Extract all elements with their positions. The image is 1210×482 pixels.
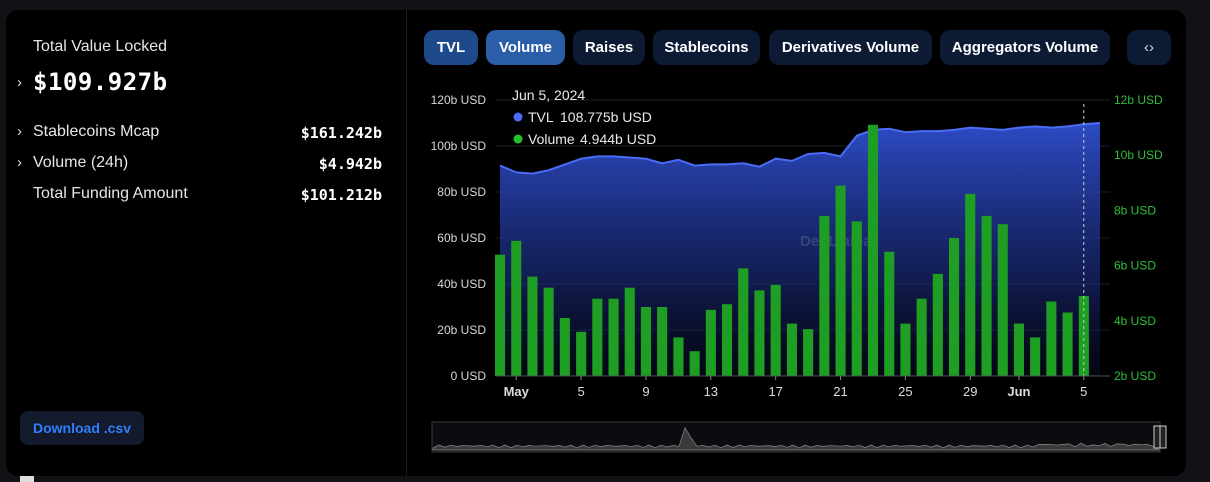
x-tick-label: 5 — [1080, 384, 1087, 399]
x-tick-label: 9 — [642, 384, 649, 399]
volume-bar — [981, 215, 992, 376]
volume-bar — [738, 268, 749, 376]
volume-bar — [900, 323, 911, 376]
tab-volume[interactable]: Volume — [486, 30, 565, 65]
chevron-right-icon[interactable]: › — [17, 154, 22, 171]
tvl-label: Total Value Locked — [33, 38, 168, 55]
tooltip-series-name: Volume — [528, 131, 575, 147]
volume-bar — [640, 307, 651, 376]
x-tick-label: May — [504, 384, 530, 399]
download-csv-button[interactable]: Download .csv — [20, 411, 144, 445]
volume-bar — [624, 287, 635, 376]
right-axis-tick-label: 8b USD — [1114, 203, 1156, 217]
left-axis-tick-label: 80b USD — [437, 185, 486, 199]
volume-bar — [770, 284, 781, 376]
x-tick-label: 13 — [704, 384, 718, 399]
volume-bar — [559, 318, 570, 376]
volume-bar — [932, 273, 943, 376]
right-axis-tick-label: 6b USD — [1114, 259, 1156, 273]
volume-bar — [867, 124, 878, 376]
volume-bar — [803, 329, 814, 376]
left-axis-tick-label: 60b USD — [437, 231, 486, 245]
volume-bar — [819, 215, 830, 376]
volume-bar — [1030, 337, 1041, 376]
volume-bar — [997, 224, 1008, 376]
volume-24h-label[interactable]: Volume (24h) — [33, 154, 129, 171]
right-axis-tick-label: 10b USD — [1114, 148, 1163, 162]
tooltip-legend-dot — [513, 134, 523, 144]
right-axis-tick-label: 4b USD — [1114, 314, 1156, 328]
volume-bar — [754, 290, 765, 376]
volume-bar — [786, 323, 797, 376]
code-icon[interactable]: ‹› — [1127, 30, 1171, 65]
left-axis-tick-label: 120b USD — [431, 93, 487, 107]
volume-bar — [495, 254, 506, 376]
volume-bar — [1062, 312, 1073, 376]
volume-bar — [527, 276, 538, 376]
summary-panel: Total Value Locked › $109.927b › Stablec… — [6, 10, 407, 476]
volume-bar — [949, 238, 960, 376]
x-tick-label: Jun — [1007, 384, 1030, 399]
brush-handle — [1153, 425, 1161, 449]
left-axis-tick-label: 100b USD — [431, 139, 487, 153]
tooltip-date: Jun 5, 2024 — [512, 87, 585, 103]
left-axis-tick-label: 20b USD — [437, 323, 486, 337]
volume-bar — [851, 221, 862, 376]
volume-24h-value: $4.942b — [318, 155, 382, 173]
volume-bar — [884, 251, 895, 376]
volume-bar — [722, 304, 733, 376]
chevron-right-icon[interactable]: › — [17, 74, 22, 91]
tvl-value: $109.927b — [33, 68, 168, 96]
chevron-right-icon[interactable]: › — [17, 123, 22, 140]
tab-tvl[interactable]: TVL — [424, 30, 478, 65]
tooltip-legend-dot — [513, 112, 523, 122]
volume-bar — [576, 331, 587, 376]
stablecoins-mcap-value: $161.242b — [300, 124, 382, 142]
volume-bar — [673, 337, 684, 376]
left-axis-tick-label: 40b USD — [437, 277, 486, 291]
x-tick-label: 17 — [768, 384, 782, 399]
volume-bar — [1078, 296, 1089, 376]
volume-bar — [1013, 323, 1024, 376]
tooltip-series-value: 108.775b USD — [560, 109, 652, 125]
scroll-indicator — [20, 476, 34, 482]
tab-raises[interactable]: Raises — [573, 30, 645, 65]
volume-bar — [511, 240, 522, 376]
tvl-volume-chart[interactable]: 0 USD 20b USD 40b USD 60b USD 80b USD 100b US… — [410, 80, 1186, 460]
tooltip-series-value: 4.944b USD — [580, 131, 656, 147]
x-tick-label: 21 — [833, 384, 847, 399]
volume-bar — [543, 287, 554, 376]
tab-derivatives-volume[interactable]: Derivatives Volume — [769, 30, 932, 65]
right-axis-tick-label: 12b USD — [1114, 93, 1163, 107]
x-tick-label: 5 — [577, 384, 584, 399]
volume-bar — [1046, 301, 1057, 376]
volume-bar — [916, 298, 927, 376]
total-funding-label: Total Funding Amount — [33, 185, 188, 202]
brush-sparkline — [432, 426, 1161, 451]
volume-bar — [689, 351, 700, 376]
volume-bar — [592, 298, 603, 376]
tooltip-series-name: TVL — [528, 109, 554, 125]
x-tick-label: 25 — [898, 384, 912, 399]
tab-aggregators-volume[interactable]: Aggregators Volume — [940, 30, 1110, 65]
brush-handle — [1159, 425, 1167, 449]
total-funding-value: $101.212b — [300, 186, 382, 204]
tvl-line — [499, 122, 1101, 175]
x-tick-label: 29 — [963, 384, 977, 399]
volume-bar — [608, 298, 619, 376]
tab-stablecoins[interactable]: Stablecoins — [653, 30, 760, 65]
volume-bar — [657, 307, 668, 376]
left-axis-tick-label: 0 USD — [451, 369, 487, 383]
volume-bar — [835, 185, 846, 376]
stablecoins-mcap-label[interactable]: Stablecoins Mcap — [33, 123, 160, 140]
volume-bar — [705, 309, 716, 376]
volume-bar — [965, 193, 976, 376]
right-axis-tick-label: 2b USD — [1114, 369, 1156, 383]
